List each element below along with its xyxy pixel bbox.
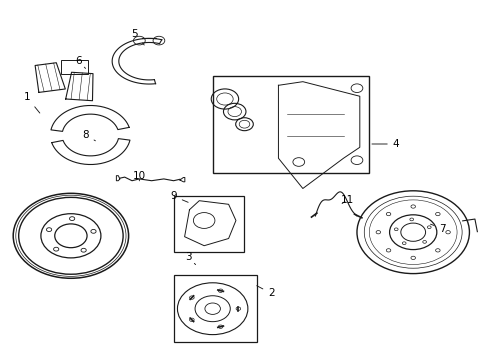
Text: 4: 4 <box>371 139 399 149</box>
Text: 6: 6 <box>75 56 85 68</box>
Bar <box>173 275 256 342</box>
Text: 5: 5 <box>131 29 144 45</box>
Text: 3: 3 <box>184 252 195 265</box>
Bar <box>61 60 88 74</box>
Text: 11: 11 <box>340 195 353 205</box>
Bar <box>212 76 368 173</box>
Text: 7: 7 <box>429 224 445 234</box>
Text: 8: 8 <box>82 130 95 141</box>
Text: 9: 9 <box>170 191 188 202</box>
Text: 2: 2 <box>256 286 274 298</box>
Bar <box>173 196 244 252</box>
Text: 1: 1 <box>23 92 40 113</box>
Text: 10: 10 <box>133 171 145 181</box>
